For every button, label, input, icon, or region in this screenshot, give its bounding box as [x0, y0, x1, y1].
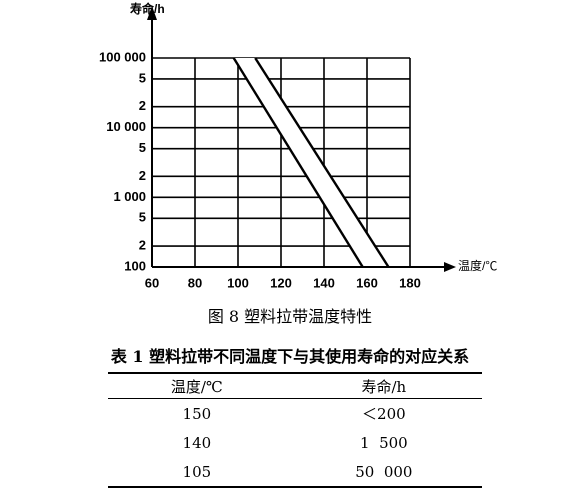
table-row: 140 1 500	[108, 428, 482, 457]
x-tick-label: 80	[188, 275, 202, 290]
table-cell: 105	[182, 462, 212, 481]
table-row: 105 50 000	[108, 457, 482, 487]
y-tick-label: 1 000	[113, 189, 146, 204]
limit-line	[254, 57, 390, 268]
table-title: 表 1 塑料拉带不同温度下与其使用寿命的对应关系	[110, 347, 470, 366]
y-axis-label: 寿命/h	[130, 1, 165, 16]
table-cell: 50 000	[355, 462, 413, 481]
x-tick-label: 100	[227, 275, 249, 290]
chart: 寿命/h 温度/℃ 100 2 5 1 000 2 5 10 000 2 5 100 000 60 8…	[99, 1, 497, 290]
table-cell: ＜200	[362, 405, 406, 423]
table-cell: 150	[182, 404, 212, 423]
y-axis-arrow	[147, 6, 157, 20]
y-tick-label: 5	[139, 70, 146, 85]
y-tick-label: 2	[139, 98, 146, 113]
header-row: 温度/℃ 寿命/h	[108, 373, 482, 399]
table-row: 150 ＜200	[108, 399, 482, 429]
y-tick-label: 2	[139, 237, 146, 252]
header-cell: 寿命/h	[361, 377, 407, 396]
x-tick-label: 160	[356, 275, 378, 290]
x-tick-label: 180	[399, 275, 421, 290]
y-tick-label: 100 000	[99, 49, 146, 64]
header-cell: 温度/℃	[170, 377, 223, 396]
table-cell: 1 500	[359, 433, 408, 452]
x-tick-label: 60	[145, 275, 159, 290]
x-axis-label: 温度/℃	[458, 258, 497, 273]
x-axis-arrow	[444, 262, 456, 272]
y-tick-label: 5	[139, 210, 146, 225]
limit-line	[232, 57, 364, 268]
table: 温度/℃ 寿命/h 150 ＜200 140 1 500 105 50 000	[108, 372, 482, 488]
x-tick-label: 140	[313, 275, 335, 290]
x-tick-label: 120	[270, 275, 292, 290]
band-fill	[233, 58, 389, 267]
y-tick-label: 100	[124, 258, 146, 273]
y-tick-label: 10 000	[106, 119, 146, 134]
y-tick-label: 5	[139, 140, 146, 155]
figure-caption: 图 8 塑料拉带温度特性	[207, 307, 373, 326]
y-tick-label: 2	[139, 168, 146, 183]
table-cell: 140	[182, 433, 212, 452]
